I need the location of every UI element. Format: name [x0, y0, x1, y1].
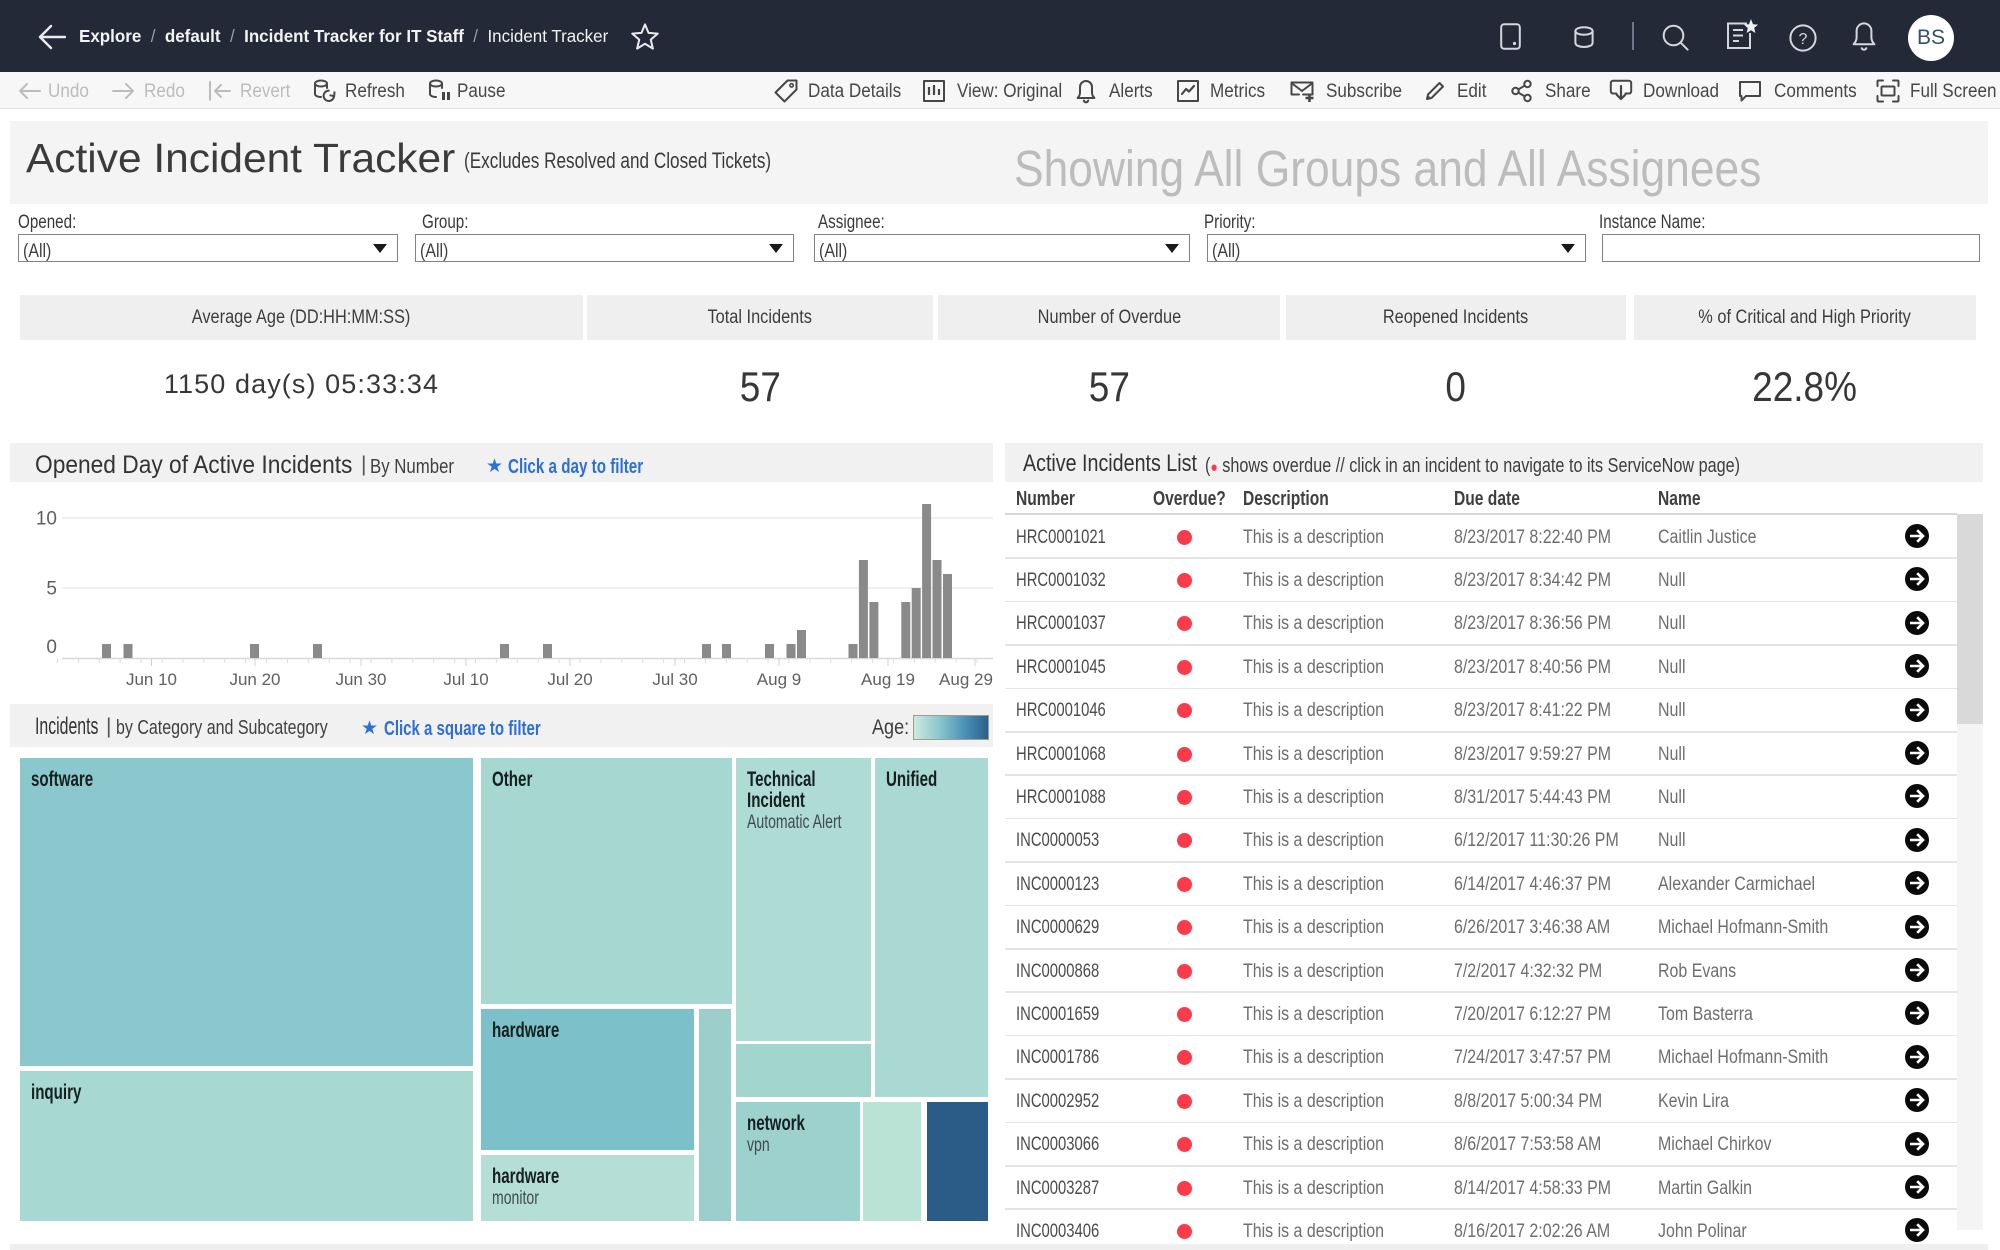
svg-text:Jun 20: Jun 20 — [229, 670, 280, 689]
svg-text:Aug 29: Aug 29 — [939, 670, 993, 689]
svg-text:Aug 19: Aug 19 — [861, 670, 915, 689]
svg-text:Jul 30: Jul 30 — [652, 670, 697, 689]
svg-text:Jul 10: Jul 10 — [443, 670, 488, 689]
svg-text:?: ? — [1799, 31, 1808, 48]
svg-text:10: 10 — [36, 509, 57, 530]
svg-text:Jun 10: Jun 10 — [126, 670, 177, 689]
svg-text:Jul 20: Jul 20 — [547, 670, 592, 689]
svg-text:0: 0 — [46, 637, 57, 658]
svg-text:5: 5 — [46, 579, 57, 600]
svg-text:Aug 9: Aug 9 — [757, 670, 801, 689]
svg-text:Jun 30: Jun 30 — [335, 670, 386, 689]
